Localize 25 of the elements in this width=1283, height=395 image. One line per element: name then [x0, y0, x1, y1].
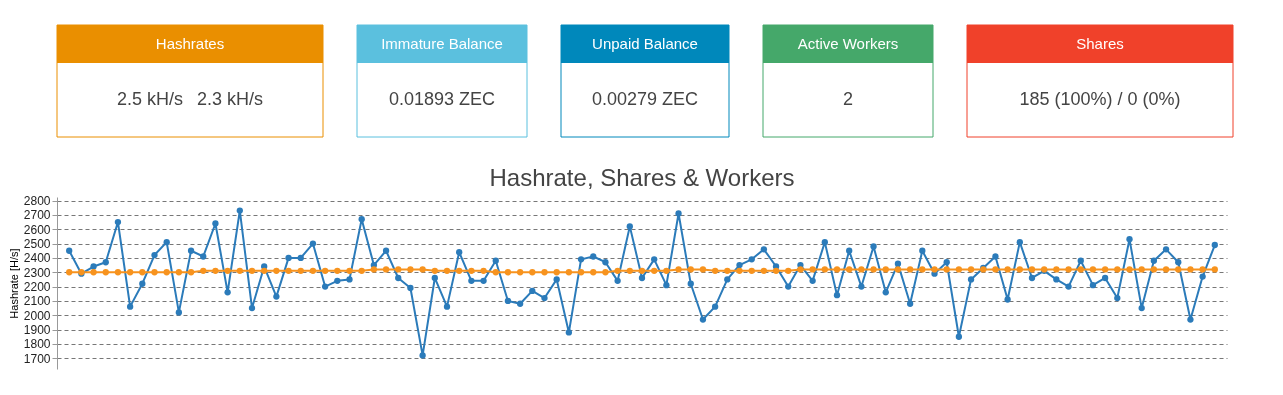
text: Shares [1076, 35, 1124, 52]
y-tick-label: 2500 [23, 237, 51, 252]
y-tick-label: 2300 [23, 265, 51, 280]
y-tick-label: 2200 [23, 280, 51, 295]
y-tick-label: 2000 [23, 308, 51, 323]
y-tick-label: 2600 [23, 222, 51, 237]
text: Hashrates [155, 35, 225, 52]
text: 0.01893 ZEC [388, 89, 496, 109]
y-tick-label: 1800 [23, 337, 51, 352]
y-tick-label: 2700 [23, 208, 51, 223]
text: 2 [842, 89, 854, 109]
text: Active Workers [797, 35, 899, 52]
y-tick-label: 2100 [23, 294, 51, 309]
y-tick-label: 1700 [23, 351, 51, 366]
text: 2.5 kH/s [116, 89, 184, 109]
text: 2.3 kH/s [196, 89, 264, 109]
y-axis-title: Hashrate [H/s] [7, 248, 20, 319]
y-tick-label: 2400 [23, 251, 51, 266]
text: 185 (100%) / 0 (0%) [1019, 89, 1181, 109]
y-tick-label: 1900 [23, 323, 51, 338]
text: Unpaid Balance [592, 35, 698, 52]
text: Immature Balance [381, 35, 503, 52]
y-tick-label: 2800 [23, 194, 51, 209]
text: 0.00279 ZEC [591, 89, 699, 109]
chart-title: Hashrate, Shares & Workers [489, 163, 795, 191]
